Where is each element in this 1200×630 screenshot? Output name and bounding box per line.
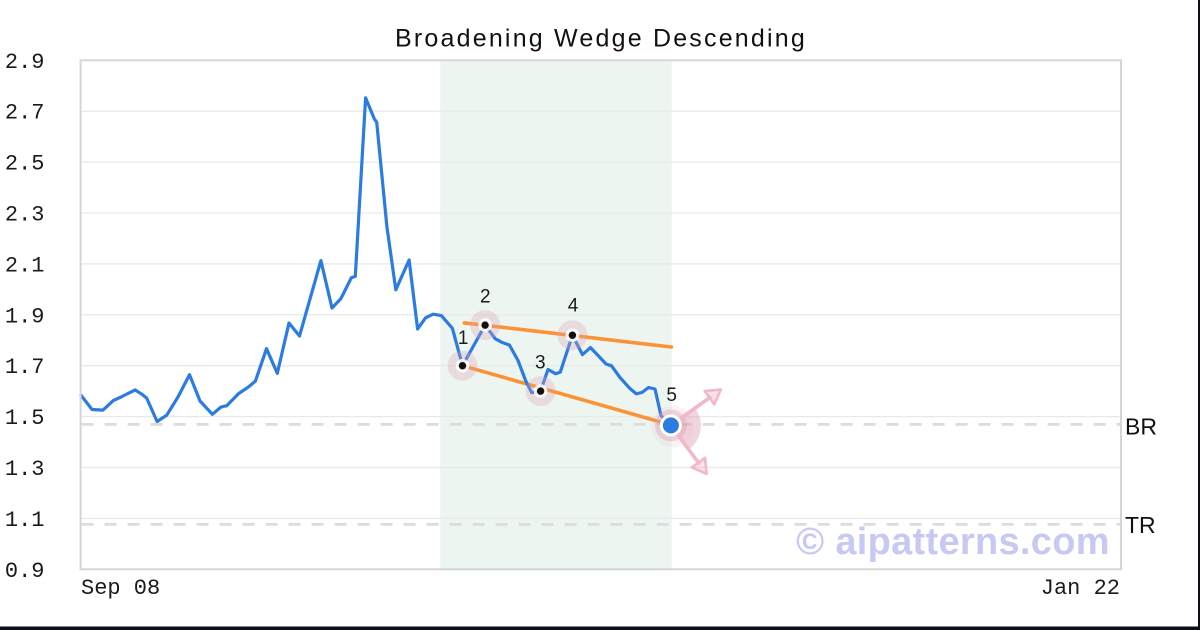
svg-text:TR: TR bbox=[1125, 512, 1156, 538]
svg-text:2: 2 bbox=[480, 287, 491, 308]
svg-text:1.3: 1.3 bbox=[5, 457, 45, 482]
svg-text:3: 3 bbox=[535, 353, 546, 374]
svg-text:© aipatterns.com: © aipatterns.com bbox=[796, 521, 1110, 563]
svg-text:Sep 08: Sep 08 bbox=[81, 576, 160, 601]
svg-text:2.7: 2.7 bbox=[5, 101, 45, 126]
svg-text:2.3: 2.3 bbox=[5, 203, 45, 228]
svg-text:Jan 22: Jan 22 bbox=[1041, 576, 1120, 601]
svg-text:1.9: 1.9 bbox=[5, 304, 45, 329]
svg-text:1.7: 1.7 bbox=[5, 355, 45, 380]
svg-text:5: 5 bbox=[666, 385, 677, 406]
svg-text:BR: BR bbox=[1125, 414, 1157, 440]
svg-text:Broadening Wedge Descending: Broadening Wedge Descending bbox=[395, 24, 807, 52]
svg-text:1.1: 1.1 bbox=[5, 508, 45, 533]
svg-text:1: 1 bbox=[458, 328, 469, 349]
svg-text:4: 4 bbox=[568, 296, 579, 317]
svg-text:1.5: 1.5 bbox=[5, 406, 45, 431]
svg-text:0.9: 0.9 bbox=[5, 559, 45, 584]
svg-text:2.5: 2.5 bbox=[5, 152, 45, 177]
svg-text:2.9: 2.9 bbox=[5, 50, 45, 75]
svg-text:2.1: 2.1 bbox=[5, 253, 45, 278]
